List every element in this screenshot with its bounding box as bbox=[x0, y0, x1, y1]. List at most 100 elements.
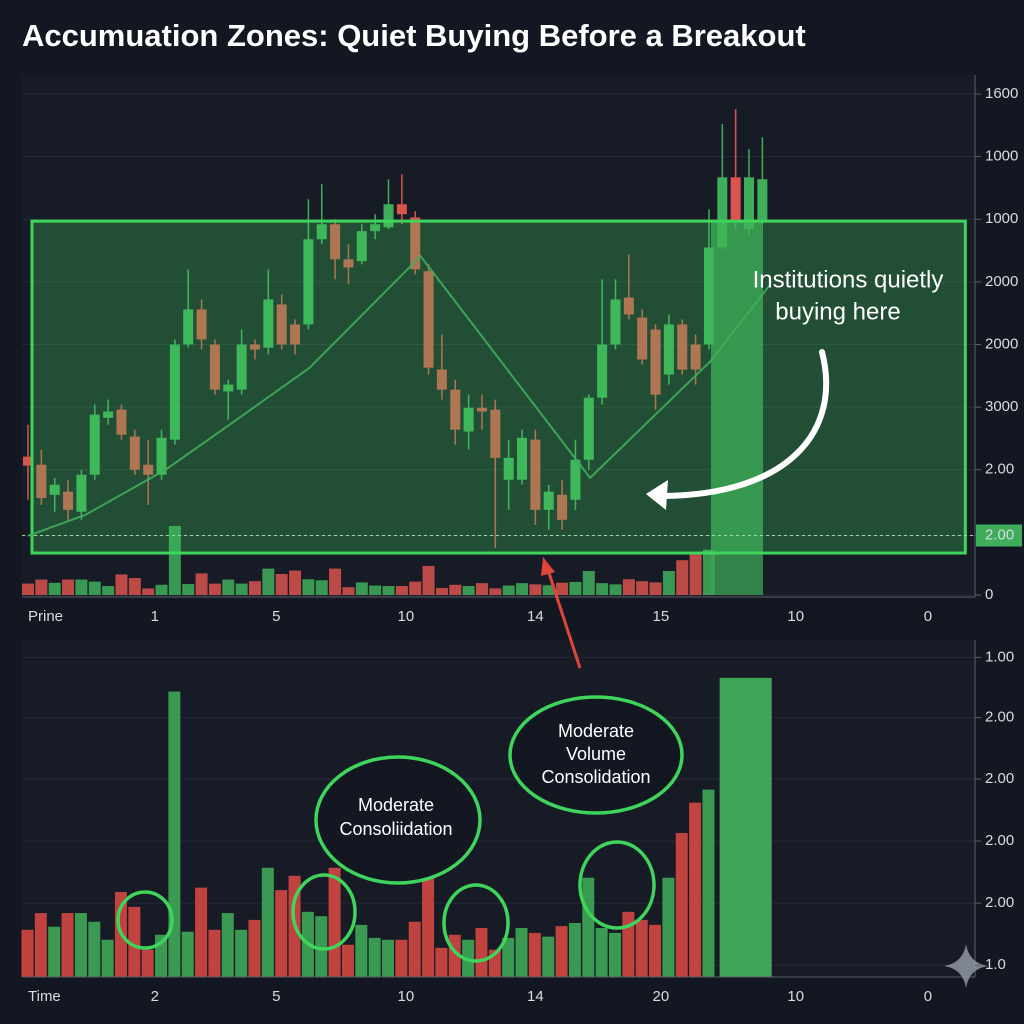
candle-body bbox=[370, 224, 381, 232]
volume-bar bbox=[662, 877, 675, 977]
candle-body bbox=[169, 344, 180, 440]
volume-bar bbox=[315, 916, 328, 977]
candle-body bbox=[209, 344, 220, 390]
volume-bar bbox=[315, 580, 328, 595]
volume-bar bbox=[582, 571, 595, 595]
volume-bar bbox=[235, 583, 248, 595]
x-tick-label: 5 bbox=[272, 988, 280, 1005]
volume-bar bbox=[395, 586, 408, 595]
candle-body bbox=[129, 436, 140, 470]
candle-body bbox=[303, 239, 314, 325]
volume-bar bbox=[128, 578, 141, 595]
volume-bar bbox=[435, 947, 448, 977]
callout-ellipse bbox=[508, 695, 684, 815]
y-tick-label: 0 bbox=[985, 586, 993, 603]
volume-bar bbox=[662, 571, 675, 595]
volume-bar bbox=[208, 929, 221, 977]
candle-body bbox=[143, 464, 154, 475]
volume-bar bbox=[48, 582, 61, 595]
accumulation-zone bbox=[30, 219, 967, 555]
volume-bar bbox=[222, 579, 235, 595]
y-tick-label: 2.00 bbox=[985, 770, 1014, 787]
volume-bar bbox=[368, 937, 381, 977]
candle-body bbox=[703, 247, 714, 345]
candle-body bbox=[517, 437, 528, 480]
volume-bar bbox=[409, 581, 422, 595]
y-tick-label: 2.00 bbox=[985, 526, 1014, 543]
candle-body bbox=[476, 407, 487, 412]
volume-bar bbox=[542, 936, 555, 977]
volume-panel bbox=[22, 640, 975, 977]
volume-bar bbox=[61, 913, 74, 977]
y-tick-label: 1000 bbox=[985, 210, 1018, 227]
candle-body bbox=[543, 491, 554, 510]
candle-body bbox=[183, 309, 194, 345]
candle-body bbox=[597, 344, 608, 398]
volume-bar bbox=[88, 581, 101, 595]
x-tick-label: 10 bbox=[787, 988, 804, 1005]
volume-bar bbox=[275, 574, 288, 595]
volume-bar bbox=[422, 856, 435, 977]
volume-bar bbox=[34, 913, 47, 977]
volume-bar bbox=[168, 526, 181, 595]
volume-bar bbox=[515, 927, 528, 977]
circle-marker bbox=[116, 890, 174, 950]
candle-body bbox=[223, 384, 234, 392]
candle-body bbox=[650, 329, 661, 395]
candle-body bbox=[76, 474, 87, 512]
volume-bar bbox=[35, 579, 48, 595]
candle-body bbox=[156, 437, 167, 475]
annotation: buying here bbox=[775, 298, 900, 325]
candle-body bbox=[276, 304, 287, 345]
volume-bar bbox=[649, 582, 662, 595]
volume-bar bbox=[449, 584, 462, 595]
x-tick-label: 10 bbox=[398, 608, 415, 625]
candle-body bbox=[263, 299, 274, 348]
y-tick-label: 2.00 bbox=[985, 894, 1014, 911]
candle-body bbox=[49, 484, 60, 495]
annotation: Volume bbox=[566, 744, 626, 764]
curved-arrow bbox=[659, 349, 829, 499]
red-arrow bbox=[546, 569, 582, 669]
volume-bar bbox=[369, 585, 382, 595]
volume-bar bbox=[302, 579, 315, 595]
candle-body bbox=[730, 177, 741, 222]
volume-bar bbox=[489, 588, 502, 595]
volume-bar bbox=[88, 921, 101, 977]
y-tick-label: 1600 bbox=[985, 85, 1018, 102]
candle-body bbox=[436, 369, 447, 390]
volume-bar bbox=[622, 579, 635, 595]
candle-body bbox=[557, 494, 568, 520]
volume-bar bbox=[328, 867, 341, 977]
volume-bar bbox=[248, 581, 261, 595]
moving-average bbox=[27, 254, 772, 537]
volume-bar bbox=[462, 586, 475, 595]
candle-body bbox=[63, 491, 74, 510]
volume-bar bbox=[556, 582, 569, 595]
volume-bar bbox=[329, 568, 342, 595]
volume-bar bbox=[595, 927, 608, 977]
candle-body bbox=[249, 344, 260, 350]
volume-bar bbox=[342, 587, 355, 595]
circle-marker bbox=[291, 873, 357, 951]
volume-bar bbox=[75, 579, 88, 595]
annotation: Moderate bbox=[558, 721, 634, 741]
volume-bar bbox=[21, 929, 34, 977]
volume-bar bbox=[702, 789, 715, 977]
candle-body bbox=[744, 177, 755, 230]
y-tick-label: 2.00 bbox=[985, 709, 1014, 726]
candle-body bbox=[116, 409, 127, 435]
candle-body bbox=[36, 464, 47, 498]
volume-bar bbox=[62, 579, 75, 595]
price-panel bbox=[22, 75, 975, 597]
volume-bar bbox=[649, 924, 662, 977]
volume-bar bbox=[676, 560, 689, 595]
volume-bar bbox=[101, 939, 114, 977]
volume-bar bbox=[208, 583, 221, 595]
annotation: Consolidation bbox=[541, 767, 650, 787]
volume-bar bbox=[569, 581, 582, 595]
x-tick-label: 0 bbox=[924, 988, 932, 1005]
volume-bar bbox=[142, 588, 155, 595]
volume-bar bbox=[261, 867, 274, 977]
